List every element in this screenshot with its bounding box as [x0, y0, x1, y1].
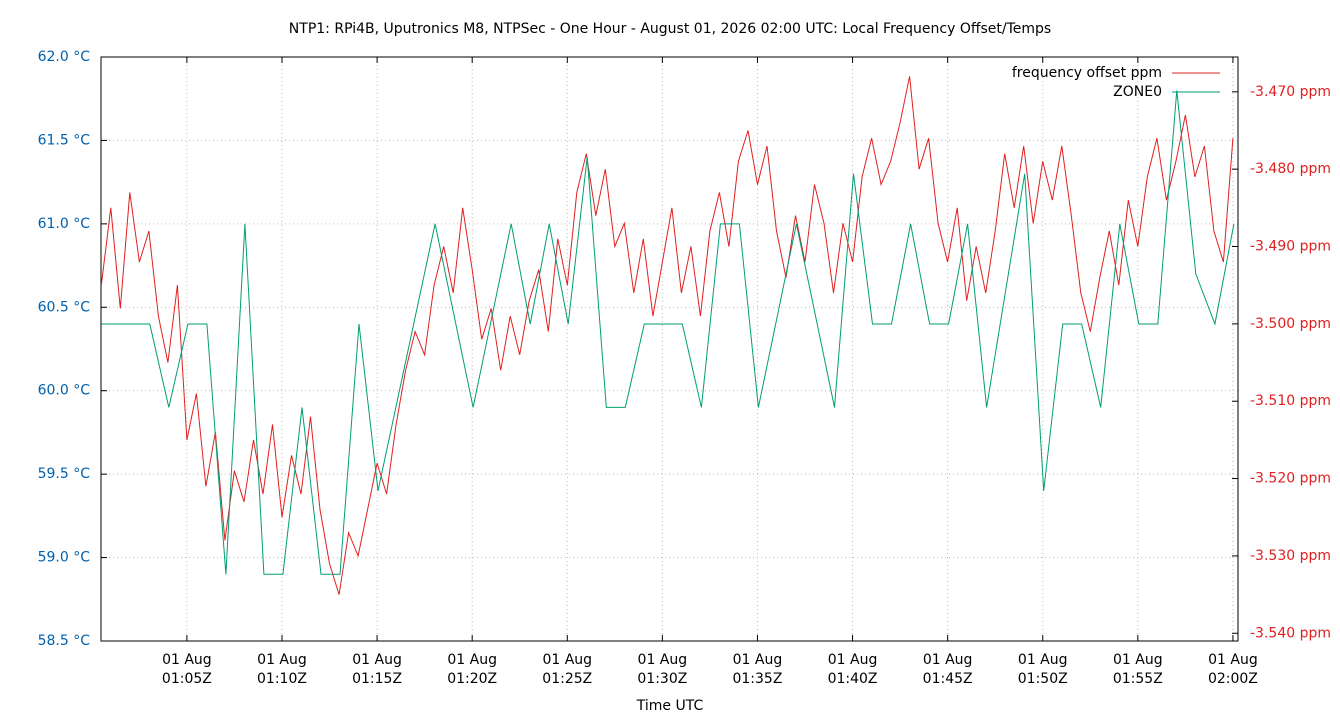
y-tick-label: 61.0 °C — [38, 216, 91, 232]
x-tick-label: 01 Aug 01:50Z — [1017, 652, 1068, 687]
y-tick-label: 61.5 °C — [38, 132, 91, 148]
y2-tick-label: -3.480 ppm — [1250, 161, 1331, 177]
y2-tick-label: -3.520 ppm — [1250, 471, 1331, 487]
y2-tick-label: -3.490 ppm — [1250, 239, 1331, 255]
y-tick-label: 60.5 °C — [38, 299, 91, 315]
x-tick-label: 01 Aug 02:00Z — [1207, 652, 1258, 687]
x-tick-label: 01 Aug 01:40Z — [827, 652, 878, 687]
y2-tick-label: -3.530 ppm — [1250, 548, 1331, 564]
legend-label: frequency offset ppm — [1012, 65, 1162, 81]
x-tick-label: 01 Aug 01:30Z — [637, 652, 688, 687]
y-tick-label: 59.0 °C — [38, 550, 91, 566]
y2-tick-label: -3.470 ppm — [1250, 84, 1331, 100]
y2-tick-label: -3.540 ppm — [1250, 625, 1331, 641]
x-axis-label: Time UTC — [636, 698, 704, 714]
x-tick-label: 01 Aug 01:20Z — [447, 652, 498, 687]
y-tick-label: 62.0 °C — [38, 49, 91, 65]
y-tick-label: 59.5 °C — [38, 466, 91, 482]
y2-tick-label: -3.510 ppm — [1250, 393, 1331, 409]
y2-tick-label: -3.500 ppm — [1250, 316, 1331, 332]
y-tick-label: 58.5 °C — [38, 633, 91, 649]
x-tick-label: 01 Aug 01:25Z — [542, 652, 593, 687]
chart-title: NTP1: RPi4B, Uputronics M8, NTPSec - One… — [289, 21, 1051, 37]
x-tick-label: 01 Aug 01:35Z — [732, 652, 783, 687]
x-tick-label: 01 Aug 01:45Z — [922, 652, 973, 687]
x-tick-label: 01 Aug 01:05Z — [161, 652, 212, 687]
legend-label: ZONE0 — [1113, 84, 1162, 100]
x-tick-label: 01 Aug 01:10Z — [257, 652, 307, 687]
x-tick-label: 01 Aug 01:55Z — [1112, 652, 1163, 687]
y-tick-label: 60.0 °C — [38, 383, 91, 399]
x-tick-label: 01 Aug 01:15Z — [352, 652, 403, 687]
series-line — [100, 76, 1234, 595]
series-line — [101, 90, 1235, 575]
plot-frame — [100, 56, 1239, 642]
